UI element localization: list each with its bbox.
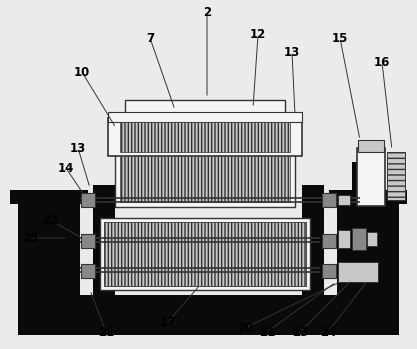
Bar bbox=[357, 148, 385, 206]
Bar bbox=[338, 262, 378, 282]
Bar bbox=[367, 232, 377, 246]
Text: 12: 12 bbox=[250, 29, 266, 42]
Text: 21: 21 bbox=[98, 326, 114, 339]
Bar bbox=[120, 122, 290, 152]
Bar bbox=[108, 118, 302, 156]
Bar bbox=[302, 185, 324, 305]
Text: 10: 10 bbox=[74, 66, 90, 79]
Bar bbox=[352, 228, 366, 250]
Text: 14: 14 bbox=[58, 162, 74, 174]
Text: 22: 22 bbox=[42, 214, 58, 227]
Text: 23: 23 bbox=[292, 326, 308, 339]
Bar bbox=[358, 140, 384, 152]
Bar bbox=[338, 230, 350, 248]
Bar bbox=[81, 193, 95, 207]
Bar bbox=[115, 152, 295, 207]
Bar bbox=[322, 234, 336, 248]
Bar bbox=[322, 193, 336, 207]
Text: 13: 13 bbox=[70, 141, 86, 155]
Bar bbox=[329, 190, 407, 204]
Bar bbox=[100, 218, 310, 290]
Bar bbox=[93, 185, 115, 305]
Bar bbox=[352, 162, 372, 292]
Text: 13: 13 bbox=[284, 45, 300, 59]
Bar bbox=[81, 264, 95, 278]
Bar bbox=[104, 222, 306, 286]
Bar bbox=[18, 200, 80, 297]
Bar bbox=[338, 195, 350, 205]
Bar bbox=[18, 295, 399, 335]
Bar bbox=[10, 190, 88, 204]
Bar bbox=[337, 200, 399, 297]
Bar bbox=[120, 156, 290, 202]
Bar bbox=[125, 100, 285, 122]
Text: 20: 20 bbox=[237, 321, 253, 334]
Text: 24: 24 bbox=[320, 326, 336, 339]
Bar bbox=[81, 234, 95, 248]
Text: 15: 15 bbox=[332, 31, 348, 45]
Bar bbox=[322, 264, 336, 278]
Bar bbox=[108, 112, 302, 122]
Text: 17: 17 bbox=[160, 315, 176, 328]
Text: 2: 2 bbox=[203, 6, 211, 18]
Bar bbox=[387, 152, 405, 200]
Text: 21: 21 bbox=[259, 326, 275, 339]
Text: 25: 25 bbox=[22, 231, 38, 245]
Text: 7: 7 bbox=[146, 31, 154, 45]
Text: 16: 16 bbox=[374, 55, 390, 68]
